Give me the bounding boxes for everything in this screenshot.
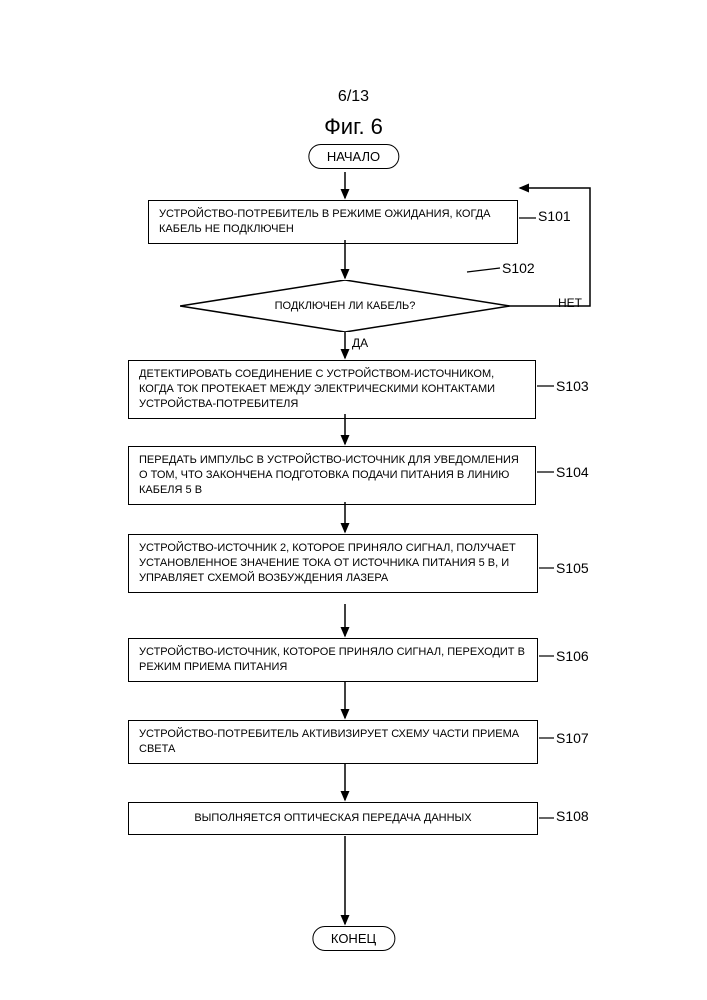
end-terminator: КОНЕЦ <box>312 926 395 951</box>
step-s104-label: S104 <box>556 464 589 480</box>
step-s105-label: S105 <box>556 560 589 576</box>
step-s103-box: ДЕТЕКТИРОВАТЬ СОЕДИНЕНИЕ С УСТРОЙСТВОМ-И… <box>128 360 536 419</box>
decision-s102: ПОДКЛЮЧЕН ЛИ КАБЕЛЬ? <box>180 280 510 332</box>
step-s106-box: УСТРОЙСТВО-ИСТОЧНИК, КОТОРОЕ ПРИНЯЛО СИГ… <box>128 638 538 682</box>
step-s108-label: S108 <box>556 808 589 824</box>
decision-no-label: НЕТ <box>558 296 582 310</box>
step-s107-label: S107 <box>556 730 589 746</box>
figure-title: Фиг. 6 <box>324 114 383 140</box>
page-number: 6/13 <box>338 88 369 106</box>
step-s102-label: S102 <box>502 260 535 276</box>
step-s108-box: ВЫПОЛНЯЕТСЯ ОПТИЧЕСКАЯ ПЕРЕДАЧА ДАННЫХ <box>128 802 538 835</box>
step-s105-box: УСТРОЙСТВО-ИСТОЧНИК 2, КОТОРОЕ ПРИНЯЛО С… <box>128 534 538 593</box>
step-s101-label: S101 <box>538 208 571 224</box>
start-terminator: НАЧАЛО <box>308 144 399 169</box>
step-s104-box: ПЕРЕДАТЬ ИМПУЛЬС В УСТРОЙСТВО-ИСТОЧНИК Д… <box>128 446 536 505</box>
step-s106-label: S106 <box>556 648 589 664</box>
decision-text: ПОДКЛЮЧЕН ЛИ КАБЕЛЬ? <box>275 300 416 312</box>
step-s103-label: S103 <box>556 378 589 394</box>
decision-yes-label: ДА <box>352 336 368 350</box>
step-s101-box: УСТРОЙСТВО-ПОТРЕБИТЕЛЬ В РЕЖИМЕ ОЖИДАНИЯ… <box>148 200 518 244</box>
step-s107-box: УСТРОЙСТВО-ПОТРЕБИТЕЛЬ АКТИВИЗИРУЕТ СХЕМ… <box>128 720 538 764</box>
